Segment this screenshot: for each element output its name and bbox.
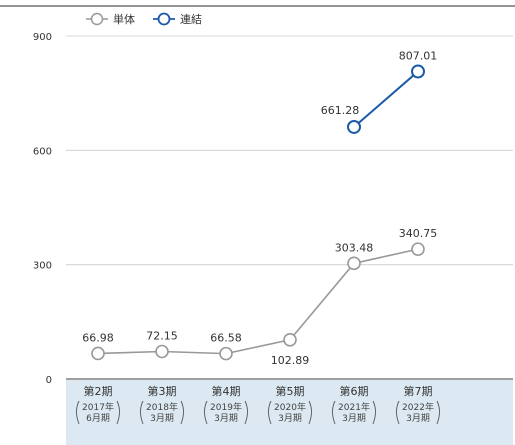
- legend-marker-連結: [157, 12, 171, 26]
- data-point: [411, 64, 425, 79]
- grid-lines: [66, 35, 513, 266]
- data-point: [91, 346, 105, 361]
- legend: 単体 連結: [86, 12, 202, 26]
- x-tick-year: 2017年: [82, 401, 114, 413]
- x-tick-label: 第5期: [276, 384, 305, 398]
- series-line-単体: [97, 248, 419, 355]
- x-tick-label: 第3期: [148, 384, 177, 398]
- x-tick-label: 第4期: [212, 384, 241, 398]
- bracket-right: [308, 400, 312, 425]
- x-tick-label: 第2期: [84, 384, 113, 398]
- y-tick-label: 600: [33, 146, 52, 157]
- legend-marker-単体: [90, 12, 104, 26]
- x-tick-year: 2019年: [210, 401, 242, 413]
- x-tick-month: 3月期: [150, 413, 174, 424]
- legend-label-単体: 単体: [113, 12, 135, 26]
- data-label: 303.48: [335, 241, 374, 254]
- data-label: 72.15: [146, 330, 178, 343]
- data-point: [347, 256, 361, 271]
- data-point: [347, 119, 361, 134]
- series-layer: 66.98 72.15 66.58 102.89 303.48 340.75 661.28 8…: [82, 49, 437, 366]
- x-tick-year: 2018年: [146, 401, 178, 413]
- bracket-left: [140, 400, 144, 425]
- data-point: [155, 344, 169, 359]
- x-axis-categories: 第2期2017年6月期第3期2018年3月期第4期2019年3月期第5期2020…: [76, 384, 440, 425]
- x-tick-month: 3月期: [342, 413, 366, 424]
- data-label: 807.01: [399, 49, 438, 62]
- y-tick-label: 900: [33, 32, 52, 43]
- x-tick-month: 3月期: [214, 413, 238, 424]
- bracket-right: [436, 400, 440, 425]
- legend-label-連結: 連結: [180, 12, 202, 26]
- y-tick-label: 0: [46, 375, 52, 386]
- data-label: 66.98: [82, 331, 114, 344]
- x-tick-year: 2022年: [402, 401, 434, 413]
- bracket-right: [372, 400, 376, 425]
- bracket-left: [332, 400, 336, 425]
- bracket-left: [396, 400, 400, 425]
- data-label: 661.28: [321, 104, 360, 117]
- data-point: [411, 242, 425, 256]
- x-tick-year: 2020年: [274, 401, 306, 413]
- y-axis-ticks: 0 300 600 900: [33, 32, 52, 386]
- bracket-right: [180, 400, 184, 425]
- bracket-right: [116, 400, 120, 425]
- series-line-連結: [353, 70, 419, 128]
- data-label: 102.89: [271, 354, 310, 367]
- bracket-left: [76, 400, 80, 425]
- x-tick-month: 6月期: [86, 413, 110, 424]
- bracket-left: [268, 400, 272, 425]
- x-tick-label: 第6期: [340, 384, 369, 398]
- x-tick-month: 3月期: [278, 413, 302, 424]
- bracket-left: [204, 400, 208, 425]
- x-tick-year: 2021年: [338, 401, 370, 413]
- data-label: 66.58: [210, 332, 242, 345]
- x-tick-month: 3月期: [406, 413, 430, 424]
- bracket-right: [244, 400, 248, 425]
- data-label: 340.75: [399, 227, 438, 240]
- y-tick-label: 300: [33, 261, 52, 272]
- x-tick-label: 第7期: [404, 384, 433, 398]
- data-point: [219, 346, 233, 361]
- data-point: [283, 332, 297, 347]
